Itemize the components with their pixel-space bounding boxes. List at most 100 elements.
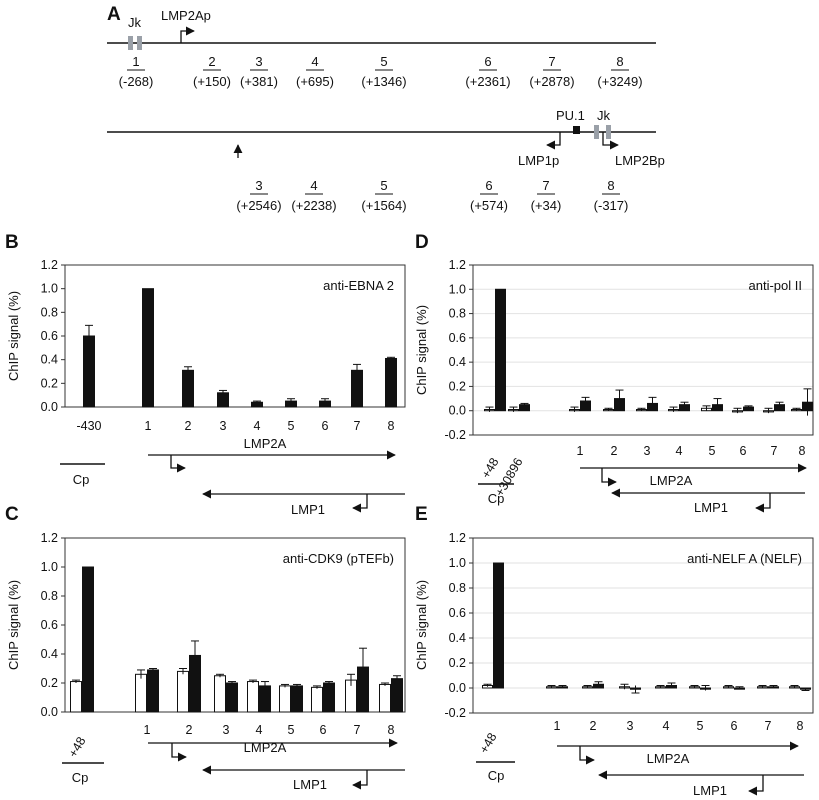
bottom-amplicon-position: (+574)	[470, 198, 508, 213]
bar-white-3	[214, 675, 226, 713]
lmp2a-promoter-arrow	[579, 746, 595, 765]
category-label: 4	[676, 444, 683, 458]
y-tick-label: 0.2	[449, 379, 466, 393]
y-tick-label: 0.8	[41, 589, 58, 603]
y-tick-label: 0.4	[41, 353, 58, 367]
antibody-annotation: anti-NELF A (NELF)	[687, 551, 802, 566]
top-amplicon-position: (+1346)	[361, 74, 406, 89]
y-tick-label: 1.0	[41, 560, 58, 574]
top-amplicon-number: 6	[484, 54, 491, 69]
bar-white-1	[135, 673, 147, 713]
y-tick-label: 0.0	[449, 681, 466, 695]
lmp1-promoter-arrow	[352, 770, 368, 790]
bottom-amplicon-number: 6	[485, 178, 492, 193]
top-amplicon-number: 4	[311, 54, 318, 69]
bar-black-5	[291, 685, 303, 713]
category-label: +48	[479, 455, 502, 480]
y-axis-label: ChIP signal (%)	[414, 305, 429, 395]
jk-box-left-2	[137, 36, 142, 50]
bottom-amplicon-number: 4	[310, 178, 317, 193]
bar-white-5	[279, 685, 291, 713]
top-amplicon-number: 8	[616, 54, 623, 69]
y-tick-label: 0.0	[41, 400, 58, 414]
bar-black-1	[147, 669, 159, 713]
category-label: 6	[322, 419, 329, 433]
top-amplicon-number: 1	[132, 54, 139, 69]
chart-panel-d: D -0.2 0.0 0.2 0.4 0.6 0.8 1.0 1.2 ChIP signal (%…	[414, 232, 814, 515]
category-label: 5	[288, 419, 295, 433]
top-amplicon-number: 3	[255, 54, 262, 69]
category-label: 3	[223, 723, 230, 737]
lmp2a-promoter-arrow	[171, 743, 187, 762]
y-tick-label: 0.2	[41, 376, 58, 390]
bottom-amplicon-position: (+2238)	[291, 198, 336, 213]
top-amplicon-number: 2	[208, 54, 215, 69]
lmp2a-label: LMP2A	[244, 740, 287, 755]
category-label: +48	[477, 730, 500, 755]
bottom-amplicon-number: 5	[380, 178, 387, 193]
category-label: -430	[76, 419, 101, 433]
bar-charts: B 0.0 0.2 0.4 0.6 0.8 1.0 1.2 ChIP signal (%) ant…	[5, 232, 814, 798]
antibody-annotation: anti-CDK9 (pTEFb)	[283, 551, 394, 566]
y-tick-label: 1.2	[449, 258, 466, 272]
category-label: 4	[256, 723, 263, 737]
lmp1-label: LMP1	[694, 500, 728, 515]
top-amplicon-position: (-268)	[119, 74, 154, 89]
category-label: 2	[611, 444, 618, 458]
pu1-box	[573, 126, 580, 134]
bottom-amplicon-number: 3	[255, 178, 262, 193]
cp-label: Cp	[73, 472, 90, 487]
y-tick-label: 1.0	[41, 282, 58, 296]
lmp1-promoter-arrow	[352, 494, 368, 513]
lmp2bp-label: LMP2Bp	[615, 153, 665, 168]
panel-letter-e: E	[415, 504, 428, 525]
bar-black-+48	[493, 562, 504, 689]
lmp1p-label: LMP1p	[518, 153, 559, 168]
panel-letter-a: A	[107, 4, 121, 25]
bar-black-1	[142, 288, 154, 408]
y-tick-label: 0.2	[41, 676, 58, 690]
top-amplicon-number: 7	[548, 54, 555, 69]
bar-black-8	[385, 357, 397, 408]
lmp2a-label: LMP2A	[647, 751, 690, 766]
category-label: 1	[577, 444, 584, 458]
panel-letter-b: B	[5, 232, 19, 253]
y-tick-label: 0.6	[41, 329, 58, 343]
y-tick-label: 0.8	[449, 581, 466, 595]
y-axis-label: ChIP signal (%)	[414, 580, 429, 670]
jk-box-right-1	[594, 125, 599, 139]
panel-letter-d: D	[415, 232, 429, 253]
y-tick-label: 1.0	[449, 556, 466, 570]
y-tick-label: 0.0	[41, 705, 58, 719]
y-tick-label: 0.4	[449, 631, 466, 645]
jk-label-top: Jk	[128, 15, 142, 30]
category-label: 6	[320, 723, 327, 737]
category-label: 4	[254, 419, 261, 433]
y-tick-label: 0.6	[449, 606, 466, 620]
category-label: 1	[144, 723, 151, 737]
top-amplicon-number: 5	[380, 54, 387, 69]
bottom-amplicon-position: (+34)	[531, 198, 562, 213]
bar-white-4	[247, 681, 259, 713]
category-label: 4	[663, 719, 670, 733]
lmp2a-label: LMP2A	[244, 436, 287, 451]
category-label: 1	[145, 419, 152, 433]
pu1-label: PU.1	[556, 108, 585, 123]
y-tick-label: 0.2	[449, 656, 466, 670]
bar-white-+48	[70, 681, 82, 713]
bar-black-6	[323, 682, 335, 713]
y-tick-label: 0.4	[449, 355, 466, 369]
chart-panel-e: E -0.2 0.0 0.2 0.4 0.6 0.8 1.0 1.2 ChIP signal (%…	[414, 504, 814, 798]
category-label: 6	[731, 719, 738, 733]
top-amplicon-position: (+2361)	[465, 74, 510, 89]
panel-letter-c: C	[5, 504, 19, 525]
jk-box-right-2	[606, 125, 611, 139]
top-amplicon-position: (+695)	[296, 74, 334, 89]
lmp2a-promoter-arrow	[601, 468, 617, 487]
category-label: 2	[590, 719, 597, 733]
category-label: 7	[354, 723, 361, 737]
lmp2a-promoter-arrow	[170, 455, 186, 473]
lmp1p-arrow	[546, 132, 561, 150]
top-amplicon-position: (+3249)	[597, 74, 642, 89]
